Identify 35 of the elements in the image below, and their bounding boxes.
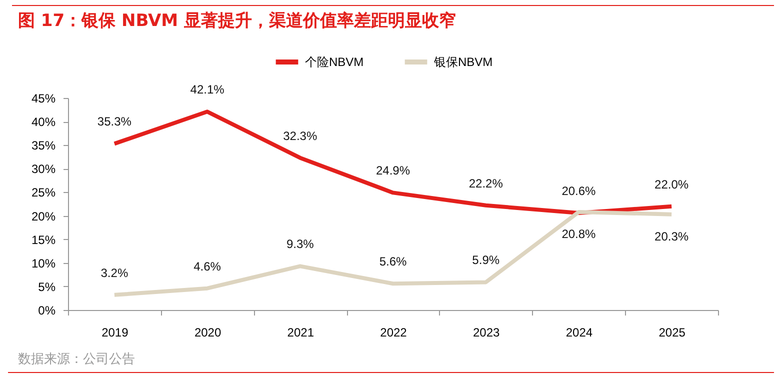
data-label: 20.3% [654,229,689,244]
y-tick-label: 35% [31,138,56,153]
data-label: 5.9% [472,253,500,268]
y-tick-label: 30% [31,162,56,176]
data-label: 24.9% [376,164,410,178]
y-tick-label: 10% [31,256,56,270]
data-label: 20.6% [562,184,596,198]
y-tick-label: 40% [31,115,56,130]
source-note: 数据来源：公司公告 [18,351,135,368]
legend-label: 银保NBVM [433,55,493,69]
x-tick-label: 2020 [194,326,222,340]
x-tick-label: 2019 [102,326,129,340]
x-tick-label: 2021 [287,326,314,340]
data-label: 32.3% [283,128,318,143]
legend-label: 个险NBVM [305,55,364,69]
y-tick-label: 0% [38,304,56,318]
data-label: 35.3% [97,114,132,129]
data-label: 20.8% [562,227,596,242]
data-label: 9.3% [286,237,314,252]
data-label: 5.6% [379,254,407,269]
data-label: 22.0% [654,177,689,192]
x-tick-label: 2022 [380,326,408,340]
x-tick-label: 2025 [658,326,686,340]
y-tick-label: 20% [31,209,56,224]
x-tick-label: 2023 [473,326,500,340]
y-tick-label: 5% [38,280,56,294]
chart-title: 图 17：银保 NBVM 显著提升，渠道价值率差距明显收窄 [18,10,456,32]
y-tick-label: 45% [31,92,56,106]
x-tick-label: 2024 [566,326,593,340]
data-label: 22.2% [468,176,504,190]
data-label: 3.2% [100,266,128,280]
y-tick-label: 25% [31,186,56,200]
data-label: 4.6% [194,259,222,274]
data-label: 42.1% [190,82,225,97]
y-tick-label: 15% [31,232,56,247]
